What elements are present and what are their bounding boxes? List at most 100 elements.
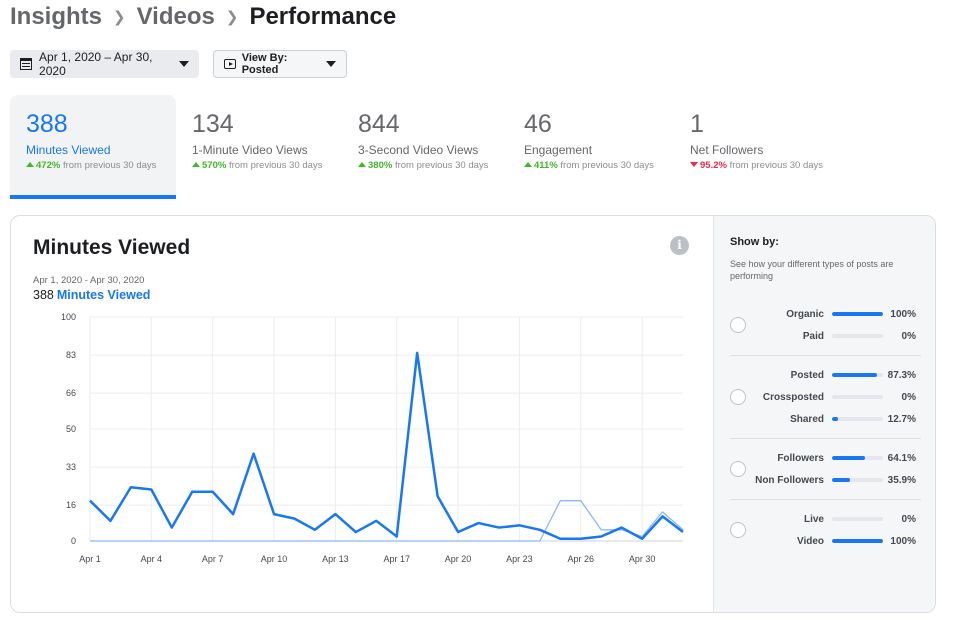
change-percent: 95.2% [700, 160, 727, 171]
arrow-up-icon [358, 162, 366, 167]
breakdown-value: 12.7% [887, 413, 916, 425]
breakdown-label: Non Followers [755, 474, 824, 486]
metric-change: 472% from previous 30 days [26, 160, 176, 171]
metric-change: 95.2% from previous 30 days [690, 160, 840, 171]
y-tick-label: 33 [66, 462, 76, 472]
show-by-radio[interactable] [730, 389, 746, 405]
chart-panel: Minutes Viewed i Apr 1, 2020 - Apr 30, 2… [11, 216, 713, 612]
breakdown-bar [832, 517, 883, 521]
breakdown-label: Shared [790, 413, 824, 425]
breakdown-row: Non Followers 35.9% [730, 469, 921, 491]
metric-change: 411% from previous 30 days [524, 160, 674, 171]
page-title: Performance [249, 3, 397, 30]
change-suffix: from previous 30 days [228, 160, 323, 171]
info-icon[interactable]: i [670, 236, 689, 255]
arrow-up-icon [524, 162, 532, 167]
breakdown-bar [832, 395, 883, 399]
change-suffix: from previous 30 days [729, 160, 824, 171]
tab-net-followers[interactable]: 1 Net Followers 95.2% from previous 30 d… [674, 95, 840, 199]
x-tick-label: Apr 17 [383, 554, 410, 564]
breakdown-value: 64.1% [887, 452, 916, 464]
breakdown-value: 35.9% [887, 474, 916, 486]
metric-value: 134 [192, 110, 234, 138]
breakdown-label: Paid [802, 330, 824, 342]
chart-total: 388 Minutes Viewed [33, 288, 150, 302]
y-tick-label: 16 [66, 500, 76, 510]
breakdown-bar [832, 373, 883, 377]
show-by-group: Followers 64.1% Non Followers 35.9% [730, 439, 921, 500]
line-chart[interactable]: 0 16 33 50 66 83 100 Apr 1 Apr 4 Apr 7 Apr 10 Apr 1… [11, 216, 713, 613]
chart-card: Minutes Viewed i Apr 1, 2020 - Apr 30, 2… [10, 215, 936, 613]
breakdown-row: Crossposted 0% [730, 386, 921, 408]
metric-value: 46 [524, 110, 552, 138]
y-tick-label: 50 [66, 424, 76, 434]
breakdown-value: 0% [901, 330, 916, 342]
chevron-right-icon: ❯ [113, 9, 126, 26]
y-tick-label: 0 [71, 536, 76, 546]
y-tick-label: 83 [66, 350, 76, 360]
arrow-down-icon [690, 162, 698, 167]
metric-label: Minutes Viewed [26, 143, 111, 157]
breakdown-bar [832, 478, 883, 482]
change-percent: 411% [534, 160, 558, 171]
metric-label: 3-Second Video Views [358, 143, 479, 157]
metric-label: Engagement [524, 143, 593, 157]
show-by-group: Organic 100% Paid 0% [730, 303, 921, 356]
show-by-group: Posted 87.3% Crossposted 0% Shared 12.7% [730, 356, 921, 439]
arrow-up-icon [26, 162, 34, 167]
x-tick-label: Apr 26 [567, 554, 594, 564]
breakdown-bar-fill [832, 312, 883, 316]
tab-3-second-video-views[interactable]: 844 3-Second Video Views 380% from previ… [342, 95, 508, 199]
x-tick-label: Apr 7 [202, 554, 224, 564]
arrow-up-icon [192, 162, 200, 167]
breakdown-label: Organic [786, 308, 824, 320]
breakdown-bar [832, 539, 883, 543]
date-range-button[interactable]: Apr 1, 2020 – Apr 30, 2020 [10, 50, 199, 78]
breakdown-bar [832, 312, 883, 316]
series-line-primary [89, 351, 684, 541]
breakdown-label: Crossposted [762, 391, 824, 403]
view-by-label: View By: Posted [241, 52, 288, 76]
calendar-icon [20, 58, 33, 70]
change-percent: 570% [202, 160, 227, 171]
breakdown-bar [832, 456, 883, 460]
show-by-radio[interactable] [730, 317, 746, 333]
x-tick-label: Apr 30 [629, 554, 656, 564]
show-by-title: Show by: [730, 236, 779, 248]
x-tick-label: Apr 13 [322, 554, 349, 564]
breakdown-row: Live 0% [730, 508, 921, 530]
x-tick-label: Apr 1 [79, 554, 101, 564]
metric-value: 844 [358, 110, 400, 138]
date-range-label: Apr 1, 2020 – Apr 30, 2020 [39, 50, 153, 78]
breakdown-row: Organic 100% [730, 303, 921, 325]
metric-label: Net Followers [690, 143, 764, 157]
breakdown-label: Video [796, 535, 824, 547]
breakdown-row: Posted 87.3% [730, 364, 921, 386]
chart-date-range: Apr 1, 2020 - Apr 30, 2020 [33, 275, 145, 286]
tab-engagement[interactable]: 46 Engagement 411% from previous 30 days [508, 95, 674, 199]
x-tick-label: Apr 20 [445, 554, 472, 564]
metric-label: 1-Minute Video Views [192, 143, 308, 157]
show-by-panel: Show by: See how your different types of… [713, 216, 935, 612]
chart-total-label: Minutes Viewed [56, 288, 151, 302]
chart-total-value: 388 [33, 288, 54, 302]
breakdown-row: Video 100% [730, 530, 921, 552]
show-by-radio[interactable] [730, 461, 746, 477]
tab-minutes-viewed[interactable]: 388 Minutes Viewed 472% from previous 30… [10, 95, 176, 199]
view-by-button[interactable]: View By: Posted [213, 50, 347, 78]
breadcrumb-insights-link[interactable]: Insights [10, 3, 103, 30]
breadcrumb: Insights ❯ Videos ❯ Performance [10, 2, 396, 32]
change-suffix: from previous 30 days [394, 160, 489, 171]
y-tick-label: 100 [61, 312, 76, 322]
metric-value: 388 [26, 110, 68, 138]
change-percent: 472% [36, 160, 61, 171]
breakdown-bar-fill [832, 417, 839, 421]
metric-value: 1 [690, 110, 704, 138]
breakdown-bar [832, 417, 883, 421]
show-by-radio[interactable] [730, 522, 746, 538]
breadcrumb-videos-link[interactable]: Videos [136, 3, 215, 30]
breakdown-bar [832, 334, 883, 338]
y-tick-label: 66 [66, 388, 76, 398]
tab-1-minute-video-views[interactable]: 134 1-Minute Video Views 570% from previ… [176, 95, 342, 199]
breakdown-value: 100% [890, 308, 916, 320]
